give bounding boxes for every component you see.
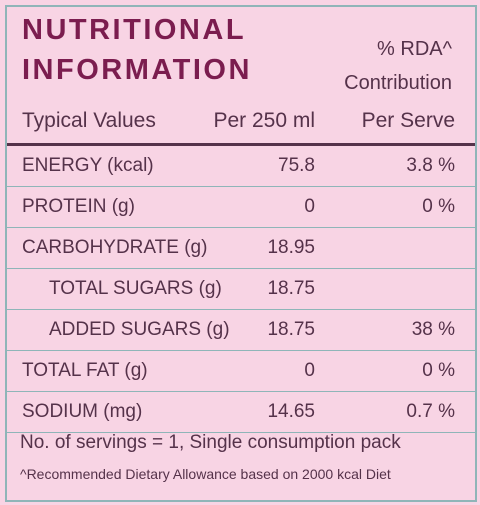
row-rule <box>7 268 475 269</box>
per-250ml: 75.8 <box>278 155 315 176</box>
per-serve: 0 % <box>422 196 455 217</box>
row-rule <box>7 391 475 392</box>
per-250ml: 14.65 <box>267 401 315 422</box>
nutrient-name: ENERGY (kcal) <box>22 155 154 176</box>
header-rule <box>7 143 475 146</box>
frame <box>5 5 477 502</box>
row-rule <box>7 186 475 187</box>
nutrient-name: SODIUM (mg) <box>22 401 143 422</box>
row-rule <box>7 309 475 310</box>
per-250ml: 18.75 <box>267 278 315 299</box>
per-250ml: 0 <box>304 360 315 381</box>
row-rule <box>7 350 475 351</box>
row-rule <box>7 432 475 433</box>
nutrient-name: CARBOHYDRATE (g) <box>22 237 208 258</box>
title-line: NUTRITIONAL <box>22 14 247 46</box>
per-250ml: 18.95 <box>267 237 315 258</box>
footnote: ^Recommended Dietary Allowance based on … <box>20 466 391 482</box>
nutrient-name: ADDED SUGARS (g) <box>49 319 230 340</box>
per-250ml: 0 <box>304 196 315 217</box>
title-line: INFORMATION <box>22 54 252 86</box>
rda-heading: Contribution <box>344 72 452 94</box>
per-serve: 0 % <box>422 360 455 381</box>
rda-heading: % RDA^ <box>377 38 452 60</box>
nutrient-name: PROTEIN (g) <box>22 196 135 217</box>
servings: No. of servings = 1, Single consumption … <box>20 432 401 453</box>
per-serve: 3.8 % <box>406 155 455 176</box>
nutrient-name: TOTAL SUGARS (g) <box>49 278 222 299</box>
row-rule <box>7 227 475 228</box>
column-header: Per 250 ml <box>213 109 315 132</box>
per-250ml: 18.75 <box>267 319 315 340</box>
column-header: Per Serve <box>361 109 455 132</box>
nutrient-name: TOTAL FAT (g) <box>22 360 148 381</box>
per-serve: 0.7 % <box>406 401 455 422</box>
column-header: Typical Values <box>22 109 156 132</box>
per-serve: 38 % <box>411 319 455 340</box>
